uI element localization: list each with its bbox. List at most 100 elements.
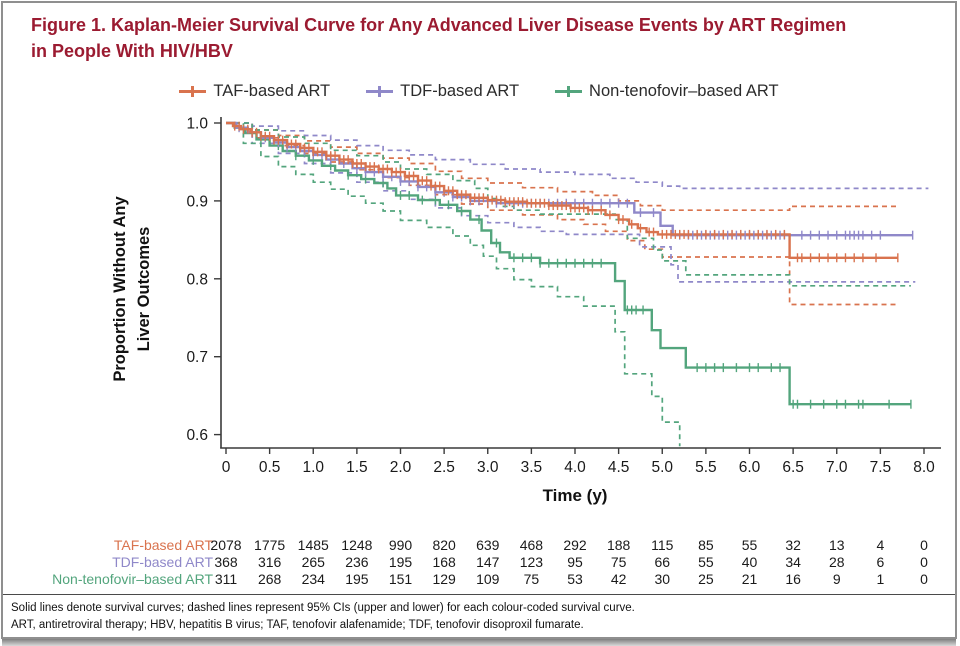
risk-count: 75: [524, 571, 540, 587]
risk-count: 6: [876, 554, 884, 570]
risk-count: 0: [920, 537, 928, 553]
risk-count: 168: [432, 554, 456, 570]
risk-count: 85: [698, 537, 714, 553]
risk-count: 32: [785, 537, 801, 553]
series-solid-non-tenofovir-based-art: [226, 121, 911, 406]
figure-title: Figure 1. Kaplan-Meier Survival Curve fo…: [31, 13, 931, 64]
x-tick-label: 6.5: [782, 459, 804, 476]
axes: [220, 117, 941, 449]
series-group: [226, 121, 929, 447]
risk-count: 30: [654, 571, 670, 587]
risk-count: 0: [920, 554, 928, 570]
risk-count: 316: [258, 554, 282, 570]
y-axis-title-line2: Liver Outcomes: [135, 227, 153, 352]
risk-count: 234: [302, 571, 326, 587]
risk-count: 1248: [341, 537, 372, 553]
risk-count: 66: [654, 554, 670, 570]
y-tick-label: 0.9: [186, 193, 208, 210]
risk-count: 28: [829, 554, 845, 570]
x-tick-label: 7.0: [826, 459, 848, 476]
footnote-block: Solid lines denote survival curves; dash…: [3, 594, 955, 635]
censor-ticks-taf-based-art: [234, 121, 899, 263]
risk-count: 2078: [210, 537, 241, 553]
risk-count: 468: [520, 537, 544, 553]
figure-title-line1: Figure 1. Kaplan-Meier Survival Curve fo…: [31, 15, 847, 35]
legend-label-tdf: TDF-based ART: [400, 82, 520, 100]
risk-count: 188: [607, 537, 631, 553]
risk-count: 147: [476, 554, 500, 570]
x-tick-label: 2.5: [433, 459, 455, 476]
risk-count: 195: [389, 554, 413, 570]
risk-count: 1: [876, 571, 884, 587]
risk-count: 265: [302, 554, 326, 570]
y-axis-ticks: 1.0 0.9 0.8 0.7 0.6: [186, 116, 221, 444]
censor-ticks-tdf-based-art: [238, 123, 914, 240]
risk-count: 195: [345, 571, 369, 587]
x-tick-label: 0: [222, 459, 231, 476]
legend-item-taf: TAF-based ART: [179, 82, 330, 101]
risk-count: 34: [785, 554, 801, 570]
risk-count: 115: [651, 537, 674, 553]
risk-count: 42: [611, 571, 627, 587]
series-dashed-taf-based-art-lower-ci: [226, 122, 898, 306]
x-tick-label: 7.5: [870, 459, 892, 476]
risk-count: 1775: [254, 537, 285, 553]
figure-drop-shadow: [2, 639, 956, 646]
risk-count: 990: [389, 537, 413, 553]
risk-row-label: TAF-based ART: [114, 537, 214, 553]
risk-row-label: TDF-based ART: [112, 554, 213, 570]
risk-count: 53: [567, 571, 583, 587]
series-dashed-tdf-based-art-upper-ci: [226, 122, 929, 190]
risk-count: 75: [611, 554, 627, 570]
footnote-line1: Solid lines denote survival curves; dash…: [11, 602, 635, 614]
km-plot-svg: 0 0.5 1.0 1.5 2.0 2.5 3.0 3.5 4.0 4.5 5.0 5.5 6.0 6.5…: [52, 116, 941, 587]
series-dashed-non-tenofovir-based-art-upper-ci: [226, 122, 911, 287]
x-tick-label: 1.0: [302, 459, 324, 476]
risk-count: 368: [214, 554, 238, 570]
y-axis-title-line1: Proportion Without Any: [111, 196, 129, 382]
legend-label-taf: TAF-based ART: [213, 82, 331, 100]
risk-count: 129: [432, 571, 456, 587]
risk-count: 21: [742, 571, 758, 587]
x-axis-title: Time (y): [543, 486, 608, 505]
legend-item-nontdf: Non-tenofovir–based ART: [555, 82, 779, 101]
risk-count: 639: [476, 537, 500, 553]
footnote-line2: ART, antiretroviral therapy; HBV, hepati…: [11, 619, 584, 632]
risk-count: 16: [785, 571, 801, 587]
x-tick-label: 3.5: [521, 459, 543, 476]
risk-count: 151: [389, 571, 413, 587]
x-tick-label: 2.0: [390, 459, 412, 476]
risk-count: 4: [876, 537, 884, 553]
x-tick-label: 4.5: [608, 459, 630, 476]
legend-label-nontdf: Non-tenofovir–based ART: [589, 82, 779, 100]
x-tick-label: 0.5: [259, 459, 281, 476]
risk-count: 9: [833, 571, 841, 587]
y-tick-label: 0.6: [186, 427, 208, 444]
x-tick-label: 6.0: [739, 459, 761, 476]
y-tick-label: 0.8: [186, 271, 208, 288]
y-tick-label: 1.0: [186, 116, 208, 133]
risk-count: 40: [742, 554, 758, 570]
x-tick-label: 3.0: [477, 459, 499, 476]
x-tick-label: 5.0: [651, 459, 673, 476]
figure-title-line2: in People With HIV/HBV: [31, 40, 233, 61]
taf-line-marker-icon: [179, 86, 207, 97]
risk-count: 25: [698, 571, 714, 587]
x-tick-label: 1.5: [346, 459, 368, 476]
tdf-line-marker-icon: [366, 86, 394, 97]
risk-count: 820: [432, 537, 456, 553]
x-tick-label: 8.0: [913, 459, 935, 476]
y-tick-label: 0.7: [186, 349, 208, 366]
series-dashed-non-tenofovir-based-art-lower-ci: [226, 122, 681, 447]
x-tick-label: 5.5: [695, 459, 717, 476]
risk-count: 13: [829, 537, 845, 553]
series-solid-tdf-based-art: [226, 121, 913, 237]
risk-row-label: Non-tenofovir–based ART: [52, 571, 213, 587]
risk-count: 311: [215, 571, 238, 587]
x-axis-ticks: 0 0.5 1.0 1.5 2.0 2.5 3.0 3.5 4.0 4.5 5.0 5.5 6.0 6.5…: [222, 448, 935, 476]
risk-count: 268: [258, 571, 282, 587]
nontdf-line-marker-icon: [555, 86, 583, 97]
